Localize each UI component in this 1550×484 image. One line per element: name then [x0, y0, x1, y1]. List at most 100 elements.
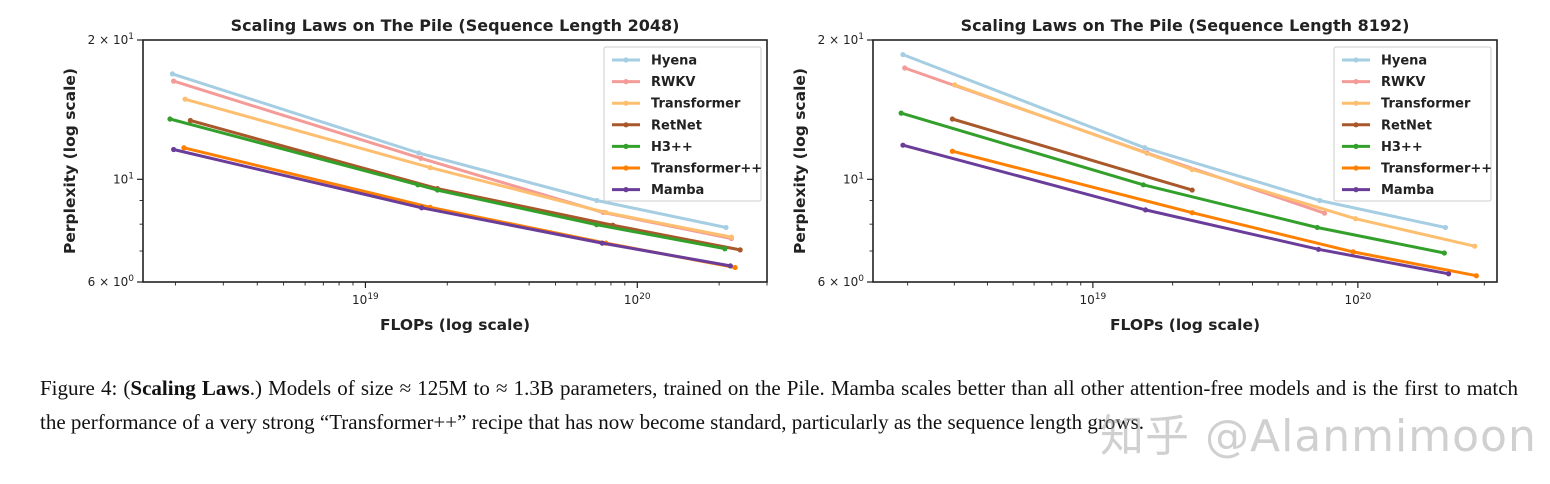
data-point [1350, 249, 1356, 255]
y-axis-label: Perplexity (log scale) [791, 68, 809, 254]
x-axis-label: FLOPs (log scale) [380, 316, 530, 334]
legend-item: Transformer++ [612, 162, 762, 177]
legend: Hyena RWKV Transformer RetNet H3++ Transforme… [1333, 46, 1492, 202]
legend: Hyena RWKV Transformer RetNet H3++ Transforme… [603, 46, 762, 202]
x-axis-label: FLOPs (log scale) [1110, 316, 1260, 334]
chart-title: Scaling Laws on The Pile (Sequence Lengt… [961, 16, 1410, 35]
series-line [901, 53, 1447, 229]
legend-item: Transformer++ [1342, 162, 1492, 177]
series-hyena [169, 71, 729, 231]
data-point [1472, 243, 1478, 249]
data-point [737, 247, 743, 253]
legend-marker [623, 143, 629, 149]
y-tick-label: 101 [843, 171, 864, 186]
data-point [900, 142, 906, 148]
y-axis-label: Perplexity (log scale) [61, 68, 79, 254]
data-point [594, 197, 600, 204]
legend-label: Transformer [651, 97, 741, 112]
legend-marker [623, 187, 629, 193]
legend-marker [623, 57, 629, 63]
data-point [1473, 273, 1479, 279]
data-point [1142, 207, 1149, 213]
x-tick-label: 1020 [1344, 292, 1371, 307]
series-line [950, 149, 1478, 278]
data-point [1189, 210, 1195, 216]
data-point [949, 116, 955, 122]
data-point [1321, 210, 1328, 216]
y-tick-label: 6 × 100 [88, 274, 135, 289]
series-retnet [949, 116, 1195, 193]
legend-item: Transformer [612, 97, 741, 112]
x-tick-label: 1019 [352, 292, 379, 307]
data-point [1189, 166, 1195, 173]
legend-marker [1353, 100, 1359, 106]
series-line [183, 97, 733, 239]
series-transformer [182, 96, 735, 240]
data-point [1140, 182, 1146, 188]
data-point [171, 78, 177, 84]
data-point [418, 155, 424, 161]
series-mamba [900, 142, 1452, 277]
legend-item: Transformer [1342, 97, 1471, 112]
data-point [728, 234, 735, 240]
series-line [901, 143, 1451, 276]
x-tick-label: 1020 [624, 292, 651, 307]
caption-label: Figure 4: ( [40, 376, 131, 400]
series-retnet [187, 117, 743, 253]
legend-label: H3++ [651, 140, 693, 155]
legend-item: H3++ [612, 140, 693, 155]
caption-bold: Scaling Laws [130, 376, 250, 400]
series-line [899, 111, 1446, 255]
data-point [949, 148, 955, 154]
legend-item: Mamba [612, 183, 704, 198]
legend-marker [1353, 79, 1359, 85]
data-point [732, 264, 738, 271]
series-line [950, 117, 1194, 192]
y-tick-label: 2 × 101 [818, 32, 864, 47]
data-point [1189, 187, 1195, 193]
legend-label: RetNet [1381, 118, 1432, 133]
legend-label: Hyena [1381, 54, 1427, 69]
figure-charts: Scaling Laws on The Pile (Sequence Lengt… [61, 16, 1498, 334]
legend-marker [1353, 165, 1359, 171]
legend-marker [1353, 122, 1359, 128]
data-point [1352, 216, 1359, 222]
legend-label: Transformer++ [1381, 162, 1492, 177]
data-point [902, 65, 908, 71]
legend-marker [623, 122, 629, 128]
data-point [1315, 246, 1322, 252]
caption-text: .) Models of size ≈ 125M to ≈ 1.3B param… [40, 376, 1519, 434]
legend-label: RWKV [651, 75, 695, 90]
series-mamba [171, 146, 733, 269]
legend-marker [623, 165, 629, 171]
y-tick-label: 2 × 101 [88, 32, 134, 47]
series-h3pp [898, 110, 1447, 256]
data-point [722, 246, 728, 252]
series-line [170, 72, 728, 229]
data-point [181, 145, 187, 151]
series-line [188, 119, 742, 252]
data-point [952, 82, 958, 88]
plot-frame [142, 39, 768, 283]
legend-box [1333, 46, 1492, 202]
legend-item: RWKV [1342, 75, 1425, 90]
y-tick-label: 101 [113, 171, 134, 186]
plot-frame [872, 39, 1498, 283]
legend-item: RetNet [612, 118, 702, 133]
data-point [727, 263, 733, 269]
series-transformerpp [949, 148, 1479, 279]
data-point [416, 150, 422, 156]
legend-label: RetNet [651, 118, 702, 133]
data-point [1441, 250, 1447, 256]
chart-title: Scaling Laws on The Pile (Sequence Lengt… [231, 16, 680, 35]
legend-item: H3++ [1342, 140, 1423, 155]
legend-label: H3++ [1381, 140, 1423, 155]
legend-label: Mamba [1381, 183, 1434, 198]
legend-item: Mamba [1342, 183, 1434, 198]
legend-label: Mamba [651, 183, 704, 198]
data-point [1442, 224, 1449, 231]
data-point [419, 205, 425, 211]
y-tick-label: 6 × 100 [818, 274, 865, 289]
figure-caption: Figure 4: (Scaling Laws.) Models of size… [40, 372, 1518, 439]
series-line [172, 148, 732, 268]
